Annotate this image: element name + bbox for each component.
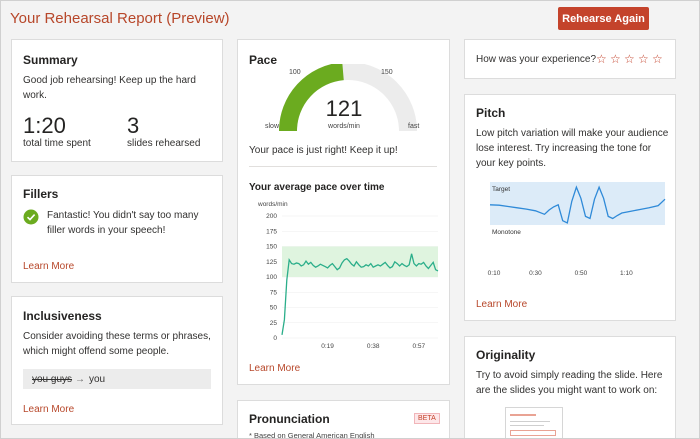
page-title: Your Rehearsal Report (Preview): [10, 10, 230, 27]
pace-learn-more-link[interactable]: Learn More: [249, 363, 301, 374]
pronunciation-note: * Based on General American English: [249, 431, 375, 439]
slides-rehearsed-label: slides rehearsed: [127, 138, 201, 149]
slide-thumbnail[interactable]: [505, 407, 563, 438]
inclusiveness-card: Inclusiveness Consider avoiding these te…: [11, 296, 223, 425]
time-spent-label: total time spent: [23, 138, 91, 149]
pace-y-tick-label: 50: [270, 305, 278, 312]
pace-x-tick-label: 0:19: [321, 343, 334, 350]
pace-unit: words/min: [328, 123, 360, 130]
rehearse-again-button[interactable]: Rehearse Again: [558, 7, 649, 30]
pitch-monotone-label: Monotone: [492, 229, 521, 236]
pace-y-tick-label: 125: [266, 259, 277, 266]
star-1-icon[interactable]: ☆: [596, 52, 607, 66]
slide-thumbnail-text-line: [510, 425, 544, 426]
summary-card: Summary Good job rehearsing! Keep up the…: [11, 39, 223, 162]
inclusiveness-message: Consider avoiding these terms or phrases…: [23, 331, 211, 357]
term-suggestion-row: [23, 369, 211, 389]
pitch-chart: Target Monotone 0:10 0:30 0:50 1:10: [488, 182, 666, 277]
check-circle-icon: [23, 209, 39, 225]
fillers-learn-more-link[interactable]: Learn More: [23, 261, 75, 272]
pace-gauge: [279, 64, 417, 132]
beta-badge: BETA: [414, 413, 440, 424]
pace-y-tick-label: 175: [266, 228, 277, 235]
originality-card: Originality Try to avoid simply reading …: [464, 336, 676, 438]
pronunciation-card: Pronunciation BETA * Based on General Am…: [237, 400, 450, 439]
pace-value: 121: [325, 96, 363, 121]
pace-title: Pace: [249, 53, 278, 67]
gauge-low-tick: 100: [289, 69, 301, 76]
inclusiveness-learn-more-link[interactable]: Learn More: [23, 404, 75, 415]
fillers-message: Fantastic! You didn't say too many fille…: [47, 210, 199, 236]
fillers-card: Fillers Fantastic! You didn't say too ma…: [11, 175, 223, 283]
gauge-high-tick: 150: [381, 69, 393, 76]
pitch-title: Pitch: [476, 106, 506, 120]
slide-thumbnail-title-bar: [510, 414, 536, 416]
pace-y-tick-label: 25: [270, 320, 278, 327]
pace-y-tick-label: 200: [266, 213, 277, 220]
pace-y-tick-label: 0: [273, 335, 277, 342]
slide-thumbnail-text-line: [510, 421, 550, 422]
originality-message: Try to avoid simply reading the slide. H…: [476, 370, 663, 396]
inclusiveness-title: Inclusiveness: [23, 309, 102, 323]
pace-y-axis-label: words/min: [257, 201, 288, 208]
pitch-message: Low pitch variation will make your audie…: [476, 128, 669, 169]
star-2-icon[interactable]: ☆: [610, 52, 621, 66]
summary-message: Good job rehearsing! Keep up the hard wo…: [23, 75, 196, 101]
pronunciation-title: Pronunciation: [249, 412, 330, 426]
gauge-slow-label: slow: [265, 123, 280, 130]
flagged-term: you guys: [32, 374, 73, 385]
pace-chart-title: Your average pace over time: [249, 182, 385, 193]
slides-rehearsed-value: 3: [127, 113, 140, 138]
pitch-learn-more-link[interactable]: Learn More: [476, 299, 528, 310]
pace-line: [281, 253, 439, 336]
pace-y-tick-label: 75: [270, 289, 278, 296]
summary-title: Summary: [23, 53, 78, 67]
star-5-icon[interactable]: ☆: [652, 52, 663, 66]
pace-y-tick-label: 100: [266, 274, 277, 281]
pace-x-tick-label: 0:57: [412, 343, 425, 350]
arrow-right-icon: →: [75, 374, 85, 385]
pace-card: Pace 100 150 slow fast 121 words/min You…: [237, 39, 450, 385]
fillers-title: Fillers: [23, 187, 59, 201]
star-3-icon[interactable]: ☆: [624, 52, 635, 66]
experience-question: How was your experience?: [476, 54, 597, 65]
pitch-line: [489, 185, 666, 224]
suggested-term: you: [89, 374, 106, 385]
experience-card: How was your experience? ☆ ☆ ☆ ☆ ☆: [464, 39, 676, 79]
pitch-card: Pitch Low pitch variation will make your…: [464, 94, 676, 321]
pace-target-band: [282, 246, 438, 277]
pitch-x-tick-label: 0:10: [488, 270, 501, 277]
pitch-x-tick-label: 1:10: [620, 270, 633, 277]
pitch-x-tick-label: 0:30: [529, 270, 542, 277]
slide-thumbnail-highlight: [510, 430, 556, 436]
pace-over-time-chart: words/min 0 25 50 75 100 125 150 175 200 0:19 0:3…: [257, 201, 439, 350]
originality-title: Originality: [476, 348, 536, 362]
time-spent-value: 1:20: [23, 113, 66, 138]
pace-x-tick-label: 0:38: [367, 343, 380, 350]
gauge-fill: [279, 64, 345, 132]
pace-message: Your pace is just right! Keep it up!: [249, 145, 398, 156]
pace-divider: [249, 166, 437, 167]
gauge-fast-label: fast: [408, 123, 420, 130]
star-4-icon[interactable]: ☆: [638, 52, 649, 66]
pitch-x-tick-label: 0:50: [575, 270, 588, 277]
pace-y-tick-label: 150: [266, 244, 277, 251]
pitch-target-label: Target: [492, 186, 510, 193]
